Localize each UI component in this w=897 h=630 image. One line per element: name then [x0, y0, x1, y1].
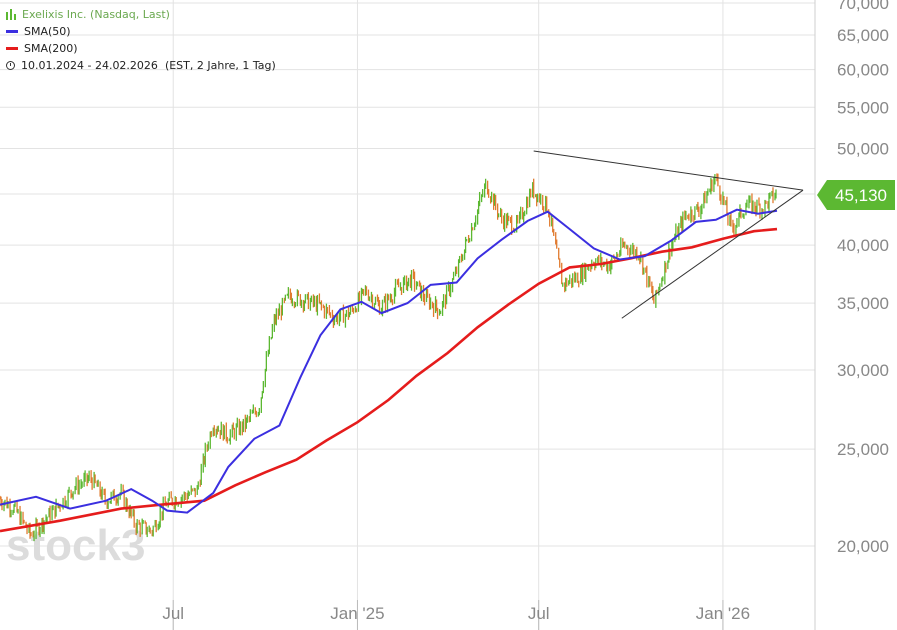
sma200-line	[0, 227, 778, 533]
chart-legend: Exelixis Inc. (Nasdaq, Last) SMA(50) SMA…	[6, 6, 276, 74]
y-tick-label: 35,000	[837, 294, 889, 313]
y-tick-label: 60,000	[837, 61, 889, 80]
sma200-swatch	[6, 47, 18, 50]
legend-range-label: 10.01.2024 - 24.02.2026	[21, 59, 158, 72]
x-tick-label: Jan '26	[696, 604, 750, 623]
trendline	[621, 189, 804, 319]
clock-icon	[6, 61, 15, 70]
last-price-value: 45,130	[835, 186, 887, 205]
y-tick-label: 20,000	[837, 537, 889, 556]
sma50-swatch	[6, 30, 18, 33]
y-tick-label: 55,000	[837, 98, 889, 117]
x-tick-label: Jul	[162, 604, 184, 623]
y-axis: 20,00025,00030,00035,00040,00045,00050,0…	[814, 0, 889, 630]
y-tick-label: 40,000	[837, 236, 889, 255]
legend-instrument[interactable]: Exelixis Inc. (Nasdaq, Last)	[6, 6, 276, 23]
last-price-tag: 45,130	[817, 180, 895, 210]
legend-sma200-label: SMA(200)	[24, 42, 78, 55]
legend-sma50-label: SMA(50)	[24, 25, 71, 38]
triangle-trendlines	[533, 150, 804, 319]
y-tick-label: 25,000	[837, 440, 889, 459]
y-tick-label: 65,000	[837, 26, 889, 45]
y-tick-label: 70,000	[837, 0, 889, 13]
x-axis: Jul Jan '25 Jul Jan '26	[162, 600, 750, 630]
legend-sma200[interactable]: SMA(200)	[6, 40, 276, 57]
y-tick-label: 50,000	[837, 139, 889, 158]
grid-lines	[0, 0, 815, 630]
price-bars	[0, 173, 777, 542]
trendline	[533, 150, 804, 191]
legend-timerange[interactable]: 10.01.2024 - 24.02.2026 (EST, 2 Jahre, 1…	[6, 57, 276, 74]
legend-range-detail: (EST, 2 Jahre, 1 Tag)	[164, 59, 276, 72]
legend-sma50[interactable]: SMA(50)	[6, 23, 276, 40]
x-tick-label: Jan '25	[330, 604, 384, 623]
sma50-line	[0, 208, 778, 514]
x-tick-label: Jul	[528, 604, 550, 623]
legend-instrument-label: Exelixis Inc. (Nasdaq, Last)	[22, 8, 170, 21]
bar-chart-icon	[6, 9, 16, 20]
y-tick-label: 30,000	[837, 361, 889, 380]
